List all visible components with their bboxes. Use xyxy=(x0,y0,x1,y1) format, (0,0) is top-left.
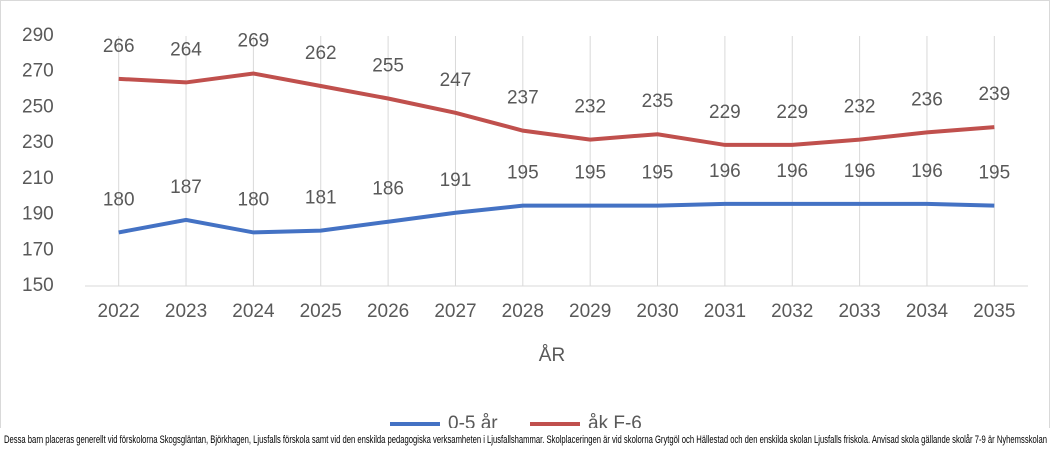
x-tick-label: 2027 xyxy=(434,301,476,322)
footnote: Dessa barn placeras generellt vid försko… xyxy=(4,434,1047,446)
data-label: 196 xyxy=(776,161,808,182)
x-tick-label: 2034 xyxy=(906,301,949,322)
data-label: 195 xyxy=(978,163,1010,184)
series-line xyxy=(118,201,995,235)
x-tick-label: 2028 xyxy=(502,301,544,322)
data-label: 247 xyxy=(440,70,472,91)
data-label: 186 xyxy=(372,179,404,200)
data-label: 232 xyxy=(844,97,876,118)
x-axis-label: ÅR xyxy=(539,345,565,366)
data-label: 266 xyxy=(103,36,135,57)
data-label: 195 xyxy=(574,163,606,184)
data-label: 195 xyxy=(507,163,539,184)
data-label: 235 xyxy=(642,91,674,112)
x-tick-label: 2023 xyxy=(165,301,207,322)
footnote-bg xyxy=(0,428,1051,455)
data-label: 196 xyxy=(911,161,943,182)
data-label: 229 xyxy=(776,102,808,123)
data-label: 236 xyxy=(911,89,943,110)
x-tick-label: 2024 xyxy=(232,301,275,322)
y-tick-label: 210 xyxy=(22,168,54,189)
data-label: 180 xyxy=(238,189,270,210)
y-tick-label: 270 xyxy=(22,61,54,82)
data-label: 181 xyxy=(305,188,337,209)
data-label: 196 xyxy=(844,161,876,182)
x-tick-label: 2033 xyxy=(838,301,880,322)
x-tick-label: 2032 xyxy=(771,301,813,322)
data-label: 264 xyxy=(170,39,202,60)
x-tick-label: 2025 xyxy=(300,301,342,322)
x-tick-label: 2035 xyxy=(973,301,1015,322)
x-tick-label: 2030 xyxy=(636,301,678,322)
x-tick-label: 2022 xyxy=(98,301,140,322)
y-tick-label: 230 xyxy=(22,132,54,153)
y-tick-label: 250 xyxy=(22,96,54,117)
y-tick-label: 170 xyxy=(22,239,54,260)
data-label: 269 xyxy=(238,31,270,52)
x-tick-label: 2029 xyxy=(569,301,611,322)
data-label: 262 xyxy=(305,43,337,64)
data-label: 180 xyxy=(103,189,135,210)
data-label: 239 xyxy=(978,84,1010,105)
x-tick-label: 2026 xyxy=(367,301,409,322)
data-label: 195 xyxy=(642,163,674,184)
y-tick-label: 290 xyxy=(22,25,54,46)
data-label: 187 xyxy=(170,177,202,198)
series-line xyxy=(118,71,995,147)
data-label: 237 xyxy=(507,88,539,109)
data-label: 229 xyxy=(709,102,741,123)
data-label: 232 xyxy=(574,97,606,118)
x-tick-label: 2031 xyxy=(704,301,746,322)
data-label: 255 xyxy=(372,56,404,77)
y-tick-label: 190 xyxy=(22,204,54,225)
y-tick-label: 150 xyxy=(22,275,54,296)
chart-frame xyxy=(0,0,1050,441)
data-label: 191 xyxy=(440,170,472,191)
data-label: 196 xyxy=(709,161,741,182)
